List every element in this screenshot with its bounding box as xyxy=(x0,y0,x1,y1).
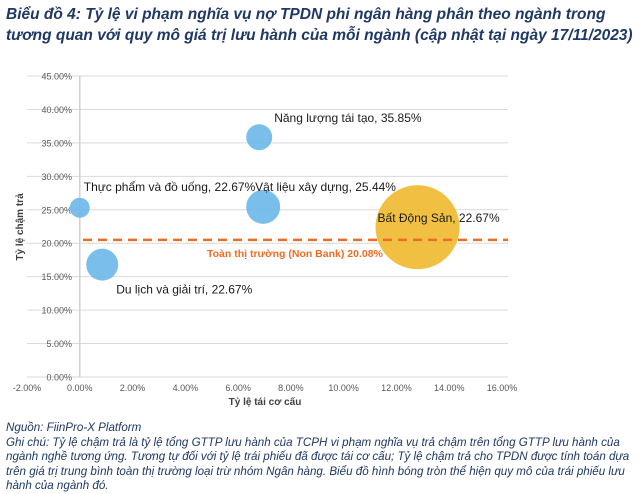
x-tick-label: 0.00% xyxy=(67,383,93,393)
y-tick-label: 25.00% xyxy=(41,205,72,215)
reference-line-label: Toàn thị trường (Non Bank) 20.08% xyxy=(207,248,384,260)
footer: Nguồn: FiinPro-X Platform Ghi chú: Tỷ lệ… xyxy=(6,421,638,494)
bubble-label: Thực phẩm và đồ uống, 22.67% xyxy=(84,180,256,194)
x-tick-label: 10.00% xyxy=(328,383,359,393)
y-tick-label: 45.00% xyxy=(41,72,72,82)
x-tick-label: 14.00% xyxy=(434,383,465,393)
x-tick-label: 6.00% xyxy=(225,383,251,393)
x-tick-label: -2.00% xyxy=(13,383,42,393)
x-tick-label: 16.00% xyxy=(487,383,518,393)
x-tick-label: 12.00% xyxy=(381,383,412,393)
x-tick-label: 8.00% xyxy=(278,383,304,393)
bubble-label: Năng lượng tái tạo, 35.85% xyxy=(274,111,422,125)
bubble xyxy=(246,124,273,151)
x-tick-label: 4.00% xyxy=(173,383,199,393)
y-tick-label: 20.00% xyxy=(41,239,72,249)
bubble-label: Bất Động Sản, 22.67% xyxy=(378,211,500,225)
x-tick-label: 2.00% xyxy=(120,383,146,393)
bubble-chart: 0.00% 5.00% 10.00% 15.00% 20.00% 25.00% 30.00%… xyxy=(13,72,518,409)
bubble-label: Du lịch và giải trí, 22.67% xyxy=(116,283,252,297)
bubble xyxy=(246,189,281,224)
chart-title: Biểu đồ 4: Tỷ lệ vi phạm nghĩa vụ nợ TPD… xyxy=(6,6,633,44)
bubble xyxy=(69,197,90,218)
y-axis-label: Tỷ lệ chậm trả xyxy=(15,193,26,261)
y-tick-label: 35.00% xyxy=(41,138,72,148)
source-note: Nguồn: FiinPro-X Platform xyxy=(6,421,142,434)
explanatory-note: Ghi chú: Tỷ lệ chậm trả là tỷ lệ tổng GT… xyxy=(6,435,630,493)
y-tick-label: 40.00% xyxy=(41,105,72,115)
bubble-label: Vật liệu xây dựng, 25.44% xyxy=(255,180,396,194)
x-axis-label: Tỷ lệ tái cơ cấu xyxy=(229,396,302,408)
y-tick-label: 30.00% xyxy=(41,172,72,182)
y-tick-label: 5.00% xyxy=(46,339,72,349)
y-tick-label: 0.00% xyxy=(46,373,72,383)
bubble xyxy=(86,248,119,281)
y-tick-label: 10.00% xyxy=(41,306,72,316)
bubble xyxy=(375,185,460,270)
y-tick-label: 15.00% xyxy=(41,272,72,282)
